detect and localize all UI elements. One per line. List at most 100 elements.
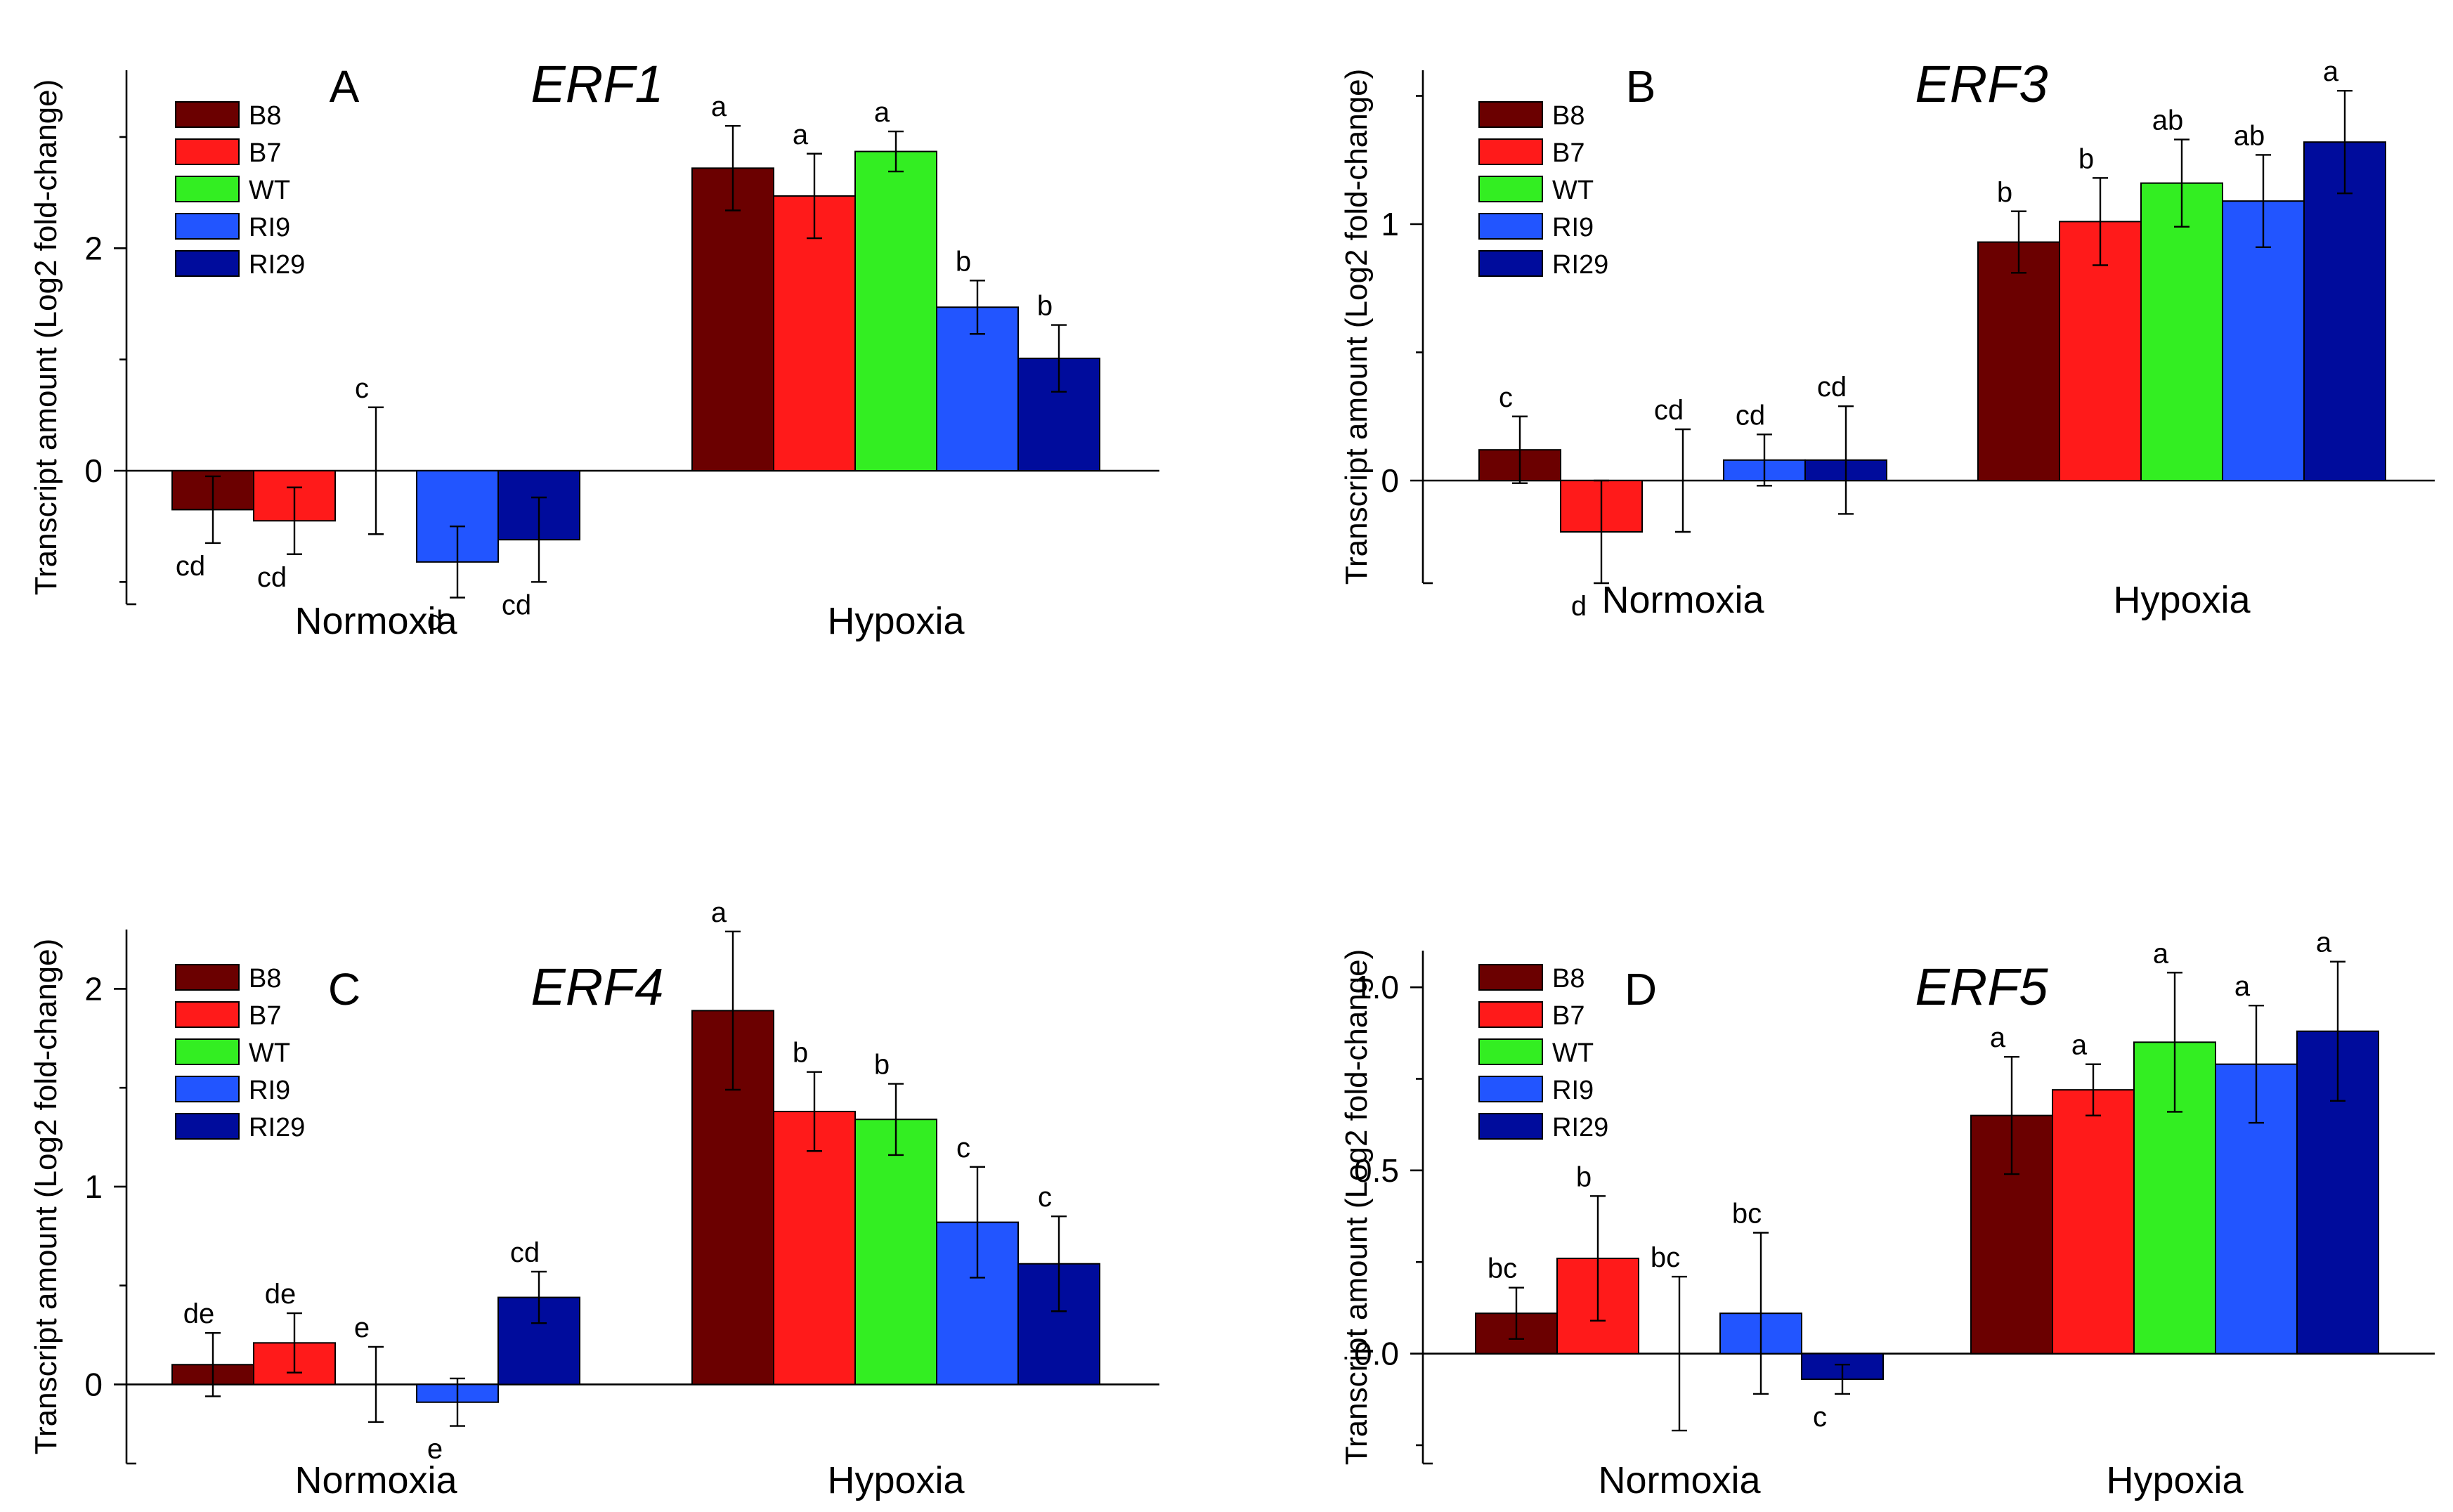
group-label: Normoxia [1598,1459,1761,1501]
chart-svg: 0 1 2 Transcript amount (Log2 fold-change) C… [29,897,1159,1501]
legend-label: B7 [1552,1001,1585,1031]
significance-letter: a [2071,1030,2088,1061]
group-label: Hypoxia [827,1459,965,1501]
significance-letter: cd [1736,400,1765,431]
y-axis-label: Transcript amount (Log2 fold-change) [1339,949,1374,1466]
panel-a-erf1: 0 2 Transcript amount (Log2 fold-change) A E… [0,0,1226,754]
legend-label: B7 [249,138,281,168]
y-tick-label: 1 [84,1168,103,1205]
chart-svg: 0 2 Transcript amount (Log2 fold-change) A E… [29,55,1159,642]
y-tick-label: 0 [1381,462,1399,499]
legend-label: WT [249,1038,290,1068]
significance-letter: cd [1817,372,1847,403]
significance-letter: a [2323,56,2339,87]
significance-letter: b [874,1050,890,1081]
group-label: Hypoxia [2113,579,2251,621]
legend-swatch [175,964,240,991]
group-label: Hypoxia [827,600,965,642]
group-label: Normoxia [294,600,457,642]
panel-letter: B [1626,61,1656,112]
significance-letter: bc [1732,1199,1762,1230]
significance-letter: de [265,1279,297,1310]
legend-swatch [175,213,240,240]
panel-d-erf5: 0.0 0.5 1.0 Transcript amount (Log2 fold-ch… [1226,754,2453,1508]
legend-label: WT [249,176,290,205]
significance-letter: a [711,91,727,122]
legend-swatch [1478,176,1543,202]
y-tick-label: 2 [84,230,103,266]
bar [2052,1089,2135,1355]
legend-label: RI29 [1552,250,1608,280]
significance-letter: d [1571,591,1587,622]
panel-letter: D [1625,964,1657,1015]
significance-letter: a [2153,938,2169,969]
legend-swatch [175,1076,240,1102]
panel-b-erf3: 0 1 Transcript amount (Log2 fold-change) B E… [1226,0,2453,754]
significance-letter: c [1038,1182,1052,1213]
y-tick-label: 0 [84,1366,103,1402]
significance-letter: d [427,606,443,637]
y-tick-label: 1.0 [1354,969,1399,1005]
significance-letter: cd [257,562,287,593]
gene-title: ERF3 [1915,55,2048,113]
legend-swatch [1478,101,1543,128]
significance-letter: a [793,119,809,150]
significance-letter: b [1997,177,2012,208]
significance-letter: a [1990,1022,2006,1053]
y-tick-label: 1 [1381,206,1399,242]
bar [691,167,774,471]
legend-swatch [1478,964,1543,991]
significance-letter: b [793,1038,808,1069]
legend-label: B8 [249,964,281,993]
significance-letter: a [711,897,727,928]
y-tick-label: 0.0 [1354,1336,1399,1372]
legend-label: RI9 [249,213,290,242]
group-label: Hypoxia [2106,1459,2244,1501]
significance-letter: a [874,97,890,128]
group-label: Normoxia [1601,579,1764,621]
legend-label: RI9 [249,1076,290,1105]
legend-label: RI29 [249,250,305,280]
legend-swatch [175,250,240,277]
bar [1977,241,2060,481]
gene-title: ERF5 [1915,958,2048,1016]
legend-label: WT [1552,1038,1594,1068]
significance-letter: e [354,1312,370,1343]
legend-label: RI29 [1552,1113,1608,1142]
y-tick-label: 0 [84,452,103,489]
legend-swatch [1478,250,1543,277]
significance-letter: a [2234,971,2251,1002]
legend-label: RI9 [1552,1076,1594,1105]
gene-title: ERF4 [531,958,663,1016]
legend-label: WT [1552,176,1594,205]
significance-letter: c [1813,1402,1827,1433]
legend-swatch [1478,138,1543,165]
panel-letter: A [330,61,360,112]
bar [773,1110,856,1386]
legend-label: B8 [1552,101,1585,131]
legend-swatch [175,1001,240,1028]
panel-letter: C [328,964,360,1015]
bar [2140,182,2223,481]
significance-letter: c [355,373,369,404]
legend-swatch [175,1038,240,1065]
legend-swatch [1478,1113,1543,1140]
legend-label: B8 [1552,964,1585,993]
y-axis-label: Transcript amount (Log2 fold-change) [29,79,63,596]
significance-letter: c [956,1133,970,1164]
significance-letter: b [956,246,971,277]
legend-label: B7 [1552,138,1585,168]
significance-letter: bc [1651,1242,1680,1273]
legend-swatch [175,101,240,128]
group-label: Normoxia [294,1459,457,1501]
gene-title: ERF1 [531,55,663,113]
legend-label: B7 [249,1001,281,1031]
significance-letter: a [2316,927,2332,958]
panel-c-erf4: 0 1 2 Transcript amount (Log2 fold-change) C… [0,754,1226,1508]
significance-letter: de [183,1298,215,1329]
significance-letter: cd [1654,395,1684,426]
y-axis-label: Transcript amount (Log2 fold-change) [29,939,63,1455]
bar [854,1119,937,1386]
